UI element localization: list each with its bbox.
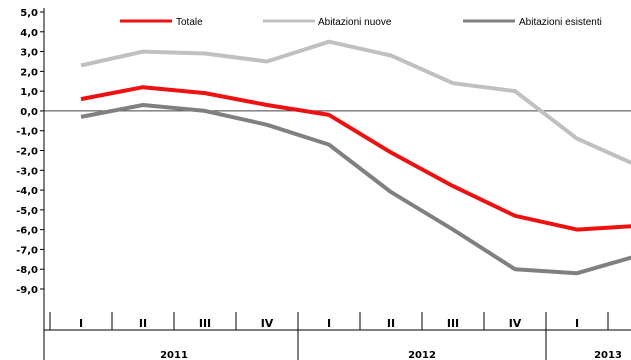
y-tick-label: -9,0	[16, 285, 38, 296]
legend-label: Totale	[176, 17, 203, 28]
year-label: 2012	[408, 350, 436, 360]
quarter-label: I	[575, 317, 579, 330]
series-line-2	[80, 103, 631, 276]
y-tick-label: -4,0	[16, 186, 38, 197]
y-tick-label: -1,0	[16, 127, 38, 138]
y-tick-label: 2,0	[20, 67, 38, 78]
legend: Totale Abitazioni nuove Abitazioni esisten…	[120, 17, 602, 28]
y-tick-label: -5,0	[16, 206, 38, 217]
quarter-label: II	[387, 317, 395, 330]
x-axis: IIIIIIIVIIIIIIIVIII201120122013	[44, 312, 631, 360]
series-line-1	[80, 39, 631, 165]
series-line-0	[80, 85, 631, 232]
quarter-label: IV	[261, 317, 274, 330]
y-tick-label: 4,0	[20, 28, 38, 39]
y-tick-label: 3,0	[20, 48, 38, 59]
y-tick-label: 5,0	[20, 8, 38, 19]
y-tick-label: -3,0	[16, 166, 38, 177]
y-tick-label: -2,0	[16, 147, 38, 158]
year-label: 2011	[160, 350, 188, 360]
legend-label: Abitazioni nuove	[318, 17, 392, 28]
quarter-label: III	[199, 317, 211, 330]
year-label: 2013	[594, 350, 622, 360]
y-tick-label: 1,0	[20, 87, 38, 98]
quarter-label: III	[447, 317, 459, 330]
quarter-label: I	[79, 317, 83, 330]
series-layer	[80, 39, 631, 276]
y-tick-label: -6,0	[16, 226, 38, 237]
y-tick-label: -8,0	[16, 265, 38, 276]
y-axis: 5,0 4,0 3,0 2,0 1,0 0,0 -1,0 -2,0 -3,0 -4,0 -5,0 -6…	[16, 8, 631, 360]
quarter-label: I	[327, 317, 331, 330]
legend-label: Abitazioni esistenti	[519, 17, 602, 28]
quarter-label: IV	[509, 317, 522, 330]
quarter-label: II	[139, 317, 147, 330]
y-tick-label: -7,0	[16, 245, 38, 256]
y-tick-label: 0,0	[20, 107, 38, 118]
